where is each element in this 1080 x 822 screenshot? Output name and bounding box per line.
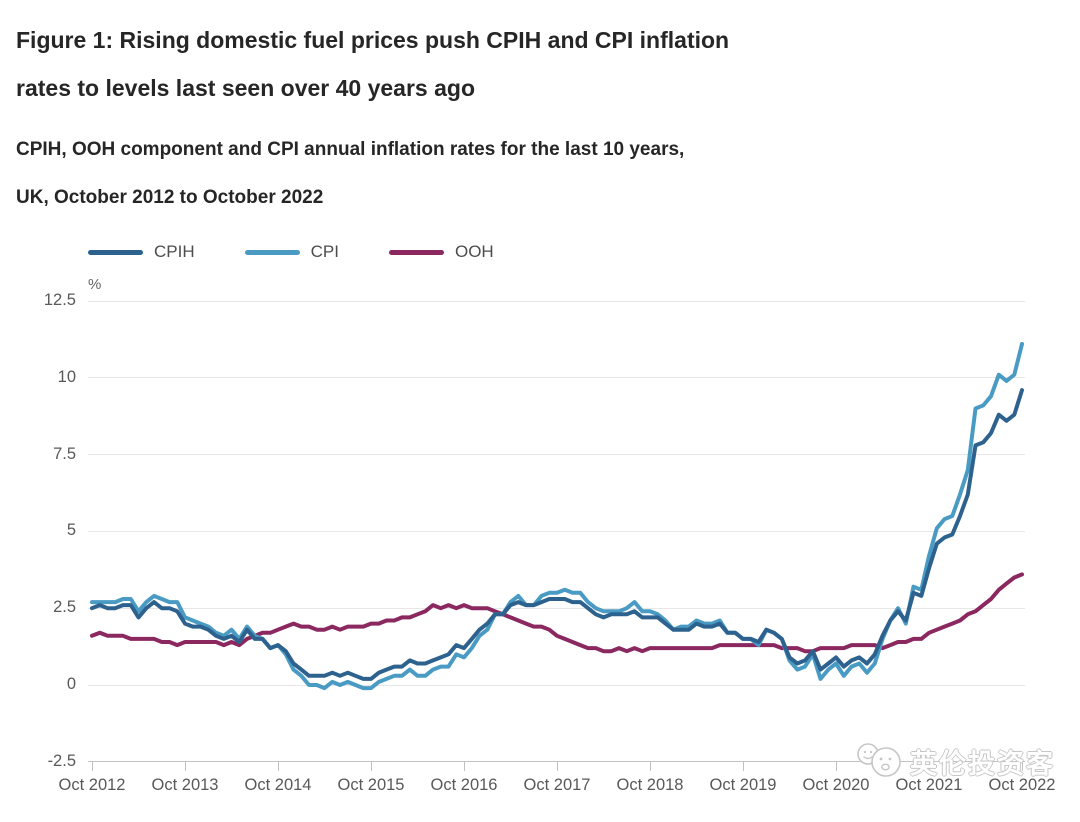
y-axis-tick-label: 5 [66, 521, 76, 540]
legend-item-cpih: CPIH [88, 242, 195, 262]
x-axis-line [88, 761, 1025, 763]
legend-item-ooh: OOH [388, 242, 494, 262]
x-axis-tick-label: Oct 2015 [337, 776, 405, 794]
figure-title-line-2: rates to levels last seen over 40 years … [16, 75, 475, 101]
x-axis-tick-label: Oct 2017 [523, 776, 591, 794]
x-axis-tick [743, 762, 744, 771]
figure-title: Figure 1: Rising domestic fuel prices pu… [0, 0, 1080, 112]
x-axis-tick-label: Oct 2021 [895, 776, 963, 794]
y-axis-tick-label: 2.5 [53, 598, 76, 617]
figure-subtitle-line-1: CPIH, OOH component and CPI annual infla… [16, 139, 685, 160]
gridline [88, 300, 1025, 302]
legend-swatch-cpi-icon [244, 249, 300, 255]
x-axis-tick [92, 762, 93, 771]
figure-subtitle: CPIH, OOH component and CPI annual infla… [0, 112, 1080, 222]
y-axis-tick-label: 0 [66, 675, 76, 693]
x-axis-tick [371, 762, 372, 771]
x-axis-tick [1022, 762, 1023, 771]
x-axis-tick-label: Oct 2018 [616, 776, 684, 794]
x-axis-tick [278, 762, 279, 771]
x-axis-tick [464, 762, 465, 771]
figure-subtitle-line-2: UK, October 2012 to October 2022 [16, 187, 324, 208]
gridline [88, 684, 1025, 686]
y-axis-tick-label: 10 [57, 367, 76, 386]
gridline [88, 377, 1025, 379]
series-line-cpi [90, 342, 1024, 691]
x-axis-tick-label: Oct 2020 [802, 776, 870, 794]
series-line-cpih [90, 388, 1024, 681]
legend-swatch-cpih-icon [88, 249, 143, 255]
x-axis-tick [185, 762, 186, 771]
x-axis-tick-label: Oct 2016 [430, 776, 498, 794]
gridline [88, 454, 1025, 456]
x-axis-tick [557, 762, 558, 771]
x-axis-tick [650, 762, 651, 771]
y-axis-tick-label: 7.5 [53, 444, 76, 463]
legend-label-cpih: CPIH [154, 242, 195, 261]
x-axis-tick [836, 762, 837, 771]
figure-title-line-1: Figure 1: Rising domestic fuel prices pu… [16, 27, 730, 53]
x-axis-tick-label: Oct 2019 [709, 776, 777, 794]
chart-legend: CPIH CPI OOH [88, 242, 494, 262]
legend-label-cpi: CPI [310, 242, 339, 261]
series-line-ooh [90, 572, 1024, 654]
legend-swatch-ooh-icon [388, 249, 444, 255]
legend-item-cpi: CPI [244, 242, 339, 262]
gridline [88, 530, 1025, 532]
y-axis-tick-label: 12.5 [43, 291, 76, 309]
x-axis-tick-label: Oct 2013 [151, 776, 219, 794]
gridline [88, 607, 1025, 609]
y-axis-unit-label: % [88, 276, 102, 293]
y-axis-tick-label: -2.5 [47, 751, 76, 770]
x-axis-tick [929, 762, 930, 771]
legend-label-ooh: OOH [454, 242, 494, 261]
x-axis-tick-label: Oct 2012 [58, 776, 126, 794]
x-axis-tick-label: Oct 2014 [244, 776, 312, 794]
x-axis-tick-label: Oct 2022 [988, 776, 1056, 794]
